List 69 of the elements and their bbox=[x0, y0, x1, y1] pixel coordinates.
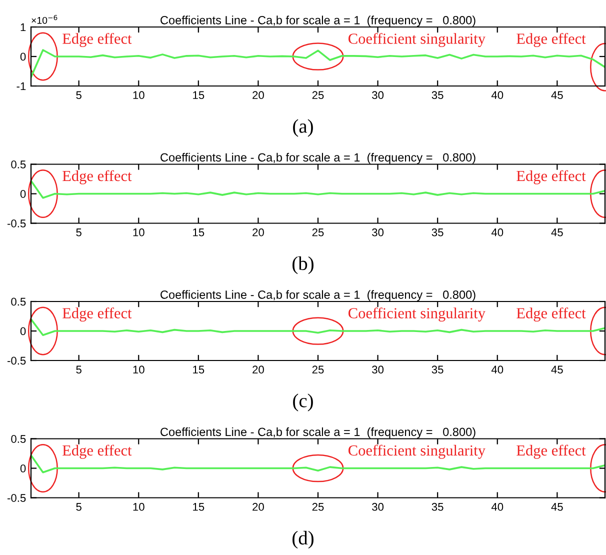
chart-title: Coefficients Line - Ca,b for scale a = 1 (frequency = 0.800) bbox=[160, 152, 476, 164]
x-tick-label: 30 bbox=[372, 502, 384, 511]
x-tick-label: 35 bbox=[432, 366, 444, 374]
x-tick-label: 30 bbox=[372, 366, 384, 374]
annotation: Coefficient singularity bbox=[348, 32, 486, 48]
y-tick-label: 0 bbox=[20, 464, 26, 472]
x-tick-label: 20 bbox=[252, 366, 264, 374]
x-tick-label: 10 bbox=[133, 228, 144, 236]
annotation: Edge effect bbox=[62, 32, 132, 48]
x-tick-label: 25 bbox=[312, 91, 324, 100]
y-tick-label: 0.5 bbox=[11, 160, 26, 168]
x-tick-label: 5 bbox=[76, 366, 82, 374]
x-tick-label: 40 bbox=[491, 228, 504, 236]
x-tick-label: 40 bbox=[491, 502, 504, 511]
annotation: Coefficient singularity bbox=[348, 307, 486, 322]
annotation: Edge effect bbox=[516, 307, 586, 322]
y-tick-label: -0.5 bbox=[7, 220, 26, 228]
x-tick-label: 5 bbox=[76, 503, 82, 511]
x-tick-label: 20 bbox=[252, 228, 264, 236]
y-tick-label: 0 bbox=[20, 190, 26, 198]
x-tick-label: 25 bbox=[312, 502, 324, 511]
text: (d) bbox=[292, 530, 314, 549]
annotation: Edge effect bbox=[62, 444, 132, 459]
annotation: Edge effect bbox=[516, 32, 586, 48]
chart-title: Coefficients Line - Ca,b for scale a = 1 (frequency = 0.800) bbox=[160, 290, 476, 302]
x-tick-label: 5 bbox=[76, 91, 82, 100]
text: (c) bbox=[293, 394, 313, 412]
x-tick-label: 35 bbox=[432, 228, 444, 236]
x-tick-label: 15 bbox=[193, 366, 204, 374]
x-tick-label: 20 bbox=[252, 91, 264, 100]
x-tick-label: 20 bbox=[252, 502, 264, 511]
y-tick-label: 1 bbox=[20, 23, 26, 32]
y-tick-label: 0.5 bbox=[11, 435, 26, 443]
y-tick-label: -0.5 bbox=[7, 356, 26, 365]
x-tick-label: 15 bbox=[193, 91, 204, 100]
line-series bbox=[31, 49, 605, 78]
x-tick-label: 45 bbox=[551, 366, 563, 374]
y-tick-label: 0 bbox=[20, 327, 26, 336]
x-tick-label: 35 bbox=[432, 91, 444, 100]
text: (b) bbox=[292, 256, 314, 274]
annotation: Edge effect bbox=[516, 170, 586, 184]
x-tick-label: 30 bbox=[372, 91, 384, 100]
y-tick-label: 0 bbox=[20, 52, 26, 61]
y-tick-label: 0.5 bbox=[11, 298, 26, 306]
chart-title: Coefficients Line - Ca,b for scale a = 1 (frequency = 0.800) bbox=[160, 427, 476, 438]
x-tick-label: 30 bbox=[372, 228, 384, 236]
y-tick-label: -0.5 bbox=[7, 494, 26, 502]
x-tick-label: 35 bbox=[432, 502, 444, 511]
annotation: Edge effect bbox=[62, 307, 132, 322]
x-tick-label: 45 bbox=[551, 91, 563, 100]
x-tick-label: 40 bbox=[491, 366, 504, 374]
x-tick-label: 5 bbox=[76, 228, 82, 236]
text: ×10$^{−6}$ bbox=[32, 14, 58, 24]
annotation: Edge effect bbox=[62, 170, 132, 184]
x-tick-label: 25 bbox=[312, 228, 324, 236]
x-tick-label: 10 bbox=[133, 91, 144, 100]
x-tick-label: 15 bbox=[193, 503, 204, 511]
x-tick-label: 40 bbox=[491, 91, 504, 100]
annotation: Coefficient singularity bbox=[348, 444, 486, 459]
x-tick-label: 25 bbox=[312, 366, 324, 374]
x-tick-label: 45 bbox=[551, 228, 563, 236]
annotation: Edge effect bbox=[516, 444, 586, 459]
x-tick-label: 15 bbox=[193, 228, 204, 236]
y-tick-label: -1 bbox=[16, 82, 26, 90]
x-tick-label: 10 bbox=[133, 502, 144, 511]
x-tick-label: 10 bbox=[133, 366, 144, 374]
text: (a) bbox=[293, 119, 313, 137]
chart-title: Coefficients Line - Ca,b for scale a = 1 (frequency = 0.800) bbox=[160, 16, 476, 27]
x-tick-label: 45 bbox=[551, 503, 563, 511]
